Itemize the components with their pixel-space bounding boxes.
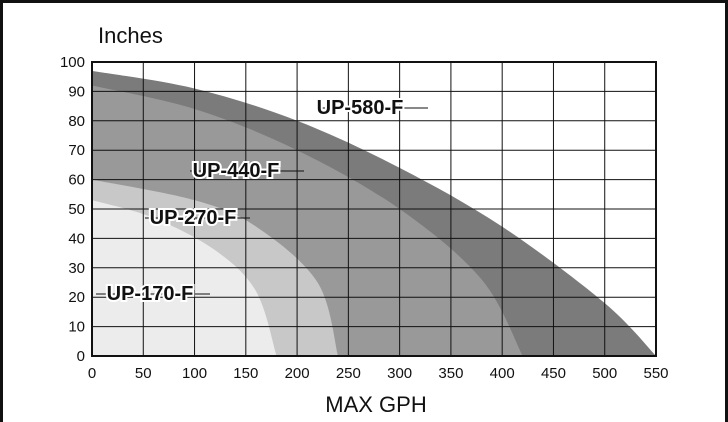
series-label-up-440-f: UP-440-F [193,160,280,182]
x-tick-labels: 0 50 100 150 200 250 300 350 400 450 500 550 [88,365,669,382]
y-tick-label: 100 [60,54,85,71]
x-tick-label: 450 [541,365,566,382]
x-tick-label: 0 [88,365,96,382]
y-tick-label: 60 [68,172,85,189]
y-tick-label: 80 [68,113,85,130]
series-labels: UP-580-F UP-440-F UP-270-F UP-170-F [96,95,428,307]
y-tick-label: 30 [68,260,85,277]
series-label-up-170-f: UP-170-F [107,283,194,305]
x-tick-label: 200 [285,365,310,382]
y-tick-labels: 0 10 20 30 40 50 60 70 80 90 100 [60,54,85,365]
y-tick-label: 90 [68,83,85,100]
x-tick-label: 150 [233,365,258,382]
plot-border [91,61,657,357]
x-tick-label: 250 [336,365,361,382]
y-tick-label: 50 [68,201,85,218]
x-tick-label: 300 [387,365,412,382]
x-tick-label: 400 [490,365,515,382]
x-tick-label: 500 [592,365,617,382]
x-tick-label: 50 [135,365,152,382]
series-label-up-580-f: UP-580-F [317,97,404,119]
x-tick-label: 350 [438,365,463,382]
series-area-up-170-f [92,200,277,356]
y-tick-label: 20 [68,289,85,306]
y-tick-label: 0 [77,348,85,365]
y-tick-label: 70 [68,142,85,159]
y-tick-label: 40 [68,230,85,247]
series-label-up-270-f: UP-270-F [150,207,237,229]
x-tick-label: 550 [643,365,668,382]
y-axis-label: Inches [98,23,163,48]
y-tick-label: 10 [68,319,85,336]
x-tick-label: 100 [182,365,207,382]
x-axis-label: MAX GPH [325,392,426,417]
series-areas [92,70,656,357]
